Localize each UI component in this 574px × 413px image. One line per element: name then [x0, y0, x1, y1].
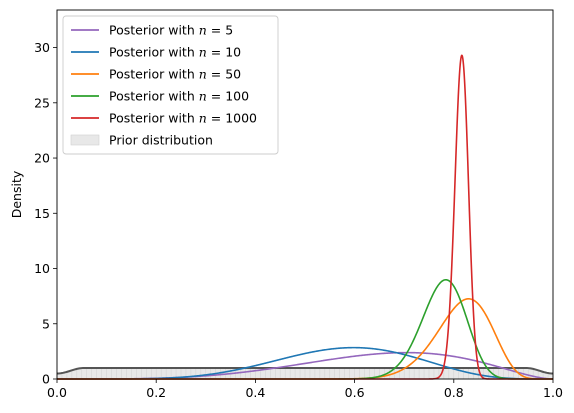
y-axis-label: Density	[9, 170, 24, 218]
legend-swatch-prior	[70, 134, 100, 146]
x-tick-label: 0.2	[146, 385, 166, 400]
x-axis: 0.0 0.2 0.4 0.6 0.8 1.0	[47, 379, 563, 400]
y-axis: 0 5 10 15 20 25 30	[34, 40, 57, 387]
legend-label-n-1000: Posterior with n = 1000	[109, 111, 257, 126]
plot-frame	[56, 9, 554, 380]
x-tick-label: 0.8	[444, 385, 464, 400]
x-tick-label: 0.6	[345, 385, 365, 400]
y-tick-label: 0	[42, 372, 50, 387]
legend: Posterior with n = 5 Posterior with n = 1…	[62, 15, 279, 155]
y-tick-label: 30	[34, 40, 50, 55]
prior-distribution-layer	[56, 366, 554, 379]
y-tick-label: 25	[34, 95, 50, 110]
y-tick-label: 5	[42, 316, 50, 331]
prior-outline	[56, 366, 554, 375]
x-tick-label: 0.4	[245, 385, 265, 400]
y-tick-label: 10	[34, 261, 50, 276]
y-tick-label: 20	[34, 151, 50, 166]
legend-label-n-10: Posterior with n = 10	[109, 45, 241, 60]
x-tick-label: 1.0	[543, 385, 563, 400]
legend-label-n-50: Posterior with n = 50	[109, 67, 241, 82]
legend-label-n-5: Posterior with n = 5	[109, 23, 233, 38]
y-tick-label: 15	[34, 206, 50, 221]
legend-label-n-100: Posterior with n = 100	[109, 89, 249, 104]
legend-box	[62, 15, 279, 155]
x-tick-label: 0.0	[47, 385, 67, 400]
legend-label-prior: Prior distribution	[109, 133, 213, 148]
